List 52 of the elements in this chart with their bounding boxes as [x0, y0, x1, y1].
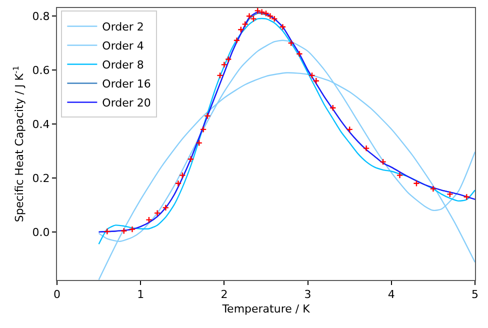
point [346, 126, 353, 133]
y-tick-label: 0.0 [32, 226, 50, 239]
x-tick-label: 1 [137, 288, 144, 302]
point [396, 172, 404, 179]
legend-label: Order 16 [102, 78, 151, 91]
y-tick-label: 0.4 [32, 118, 50, 131]
point [128, 226, 136, 233]
point [104, 228, 111, 235]
x-tick-label: 4 [388, 288, 395, 302]
point [258, 8, 266, 16]
x-tick-label: 3 [304, 288, 312, 302]
point [254, 8, 262, 14]
point [187, 156, 194, 163]
point [463, 193, 470, 200]
point [200, 126, 207, 133]
point [233, 36, 240, 44]
x-tick-label: 5 [472, 288, 478, 302]
point [430, 185, 437, 192]
point [288, 40, 294, 46]
y-tick-label: 0.6 [32, 64, 50, 77]
y-tick-label: 0.2 [32, 172, 50, 185]
point [279, 23, 286, 30]
point [220, 61, 228, 68]
point [329, 104, 336, 112]
point [238, 26, 244, 33]
point [413, 180, 420, 187]
legend-label: Order 4 [102, 40, 144, 53]
point [146, 216, 152, 224]
legend-label: Order 2 [102, 20, 144, 34]
point [224, 56, 232, 63]
point [380, 158, 386, 166]
y-tick-label: 0.8 [32, 10, 50, 23]
point [196, 140, 203, 146]
point [266, 12, 274, 20]
point [162, 204, 170, 212]
x-tick-label: 2 [220, 288, 228, 302]
point [296, 50, 303, 58]
point [270, 15, 278, 22]
point [216, 72, 224, 79]
point [246, 12, 253, 20]
point [242, 20, 248, 28]
point [120, 227, 128, 234]
point [204, 112, 211, 120]
legend-label: Order 8 [102, 58, 144, 72]
point [154, 210, 161, 216]
point [179, 172, 186, 179]
point [446, 190, 454, 198]
x-tick-label: 0 [54, 288, 60, 302]
point [362, 144, 370, 152]
x-axis-title: Temperature / K [221, 302, 311, 316]
point [174, 180, 182, 187]
legend-label: Order 20 [102, 96, 151, 110]
